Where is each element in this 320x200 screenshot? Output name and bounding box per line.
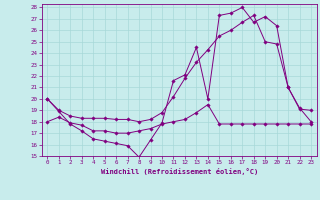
X-axis label: Windchill (Refroidissement éolien,°C): Windchill (Refroidissement éolien,°C) xyxy=(100,168,258,175)
